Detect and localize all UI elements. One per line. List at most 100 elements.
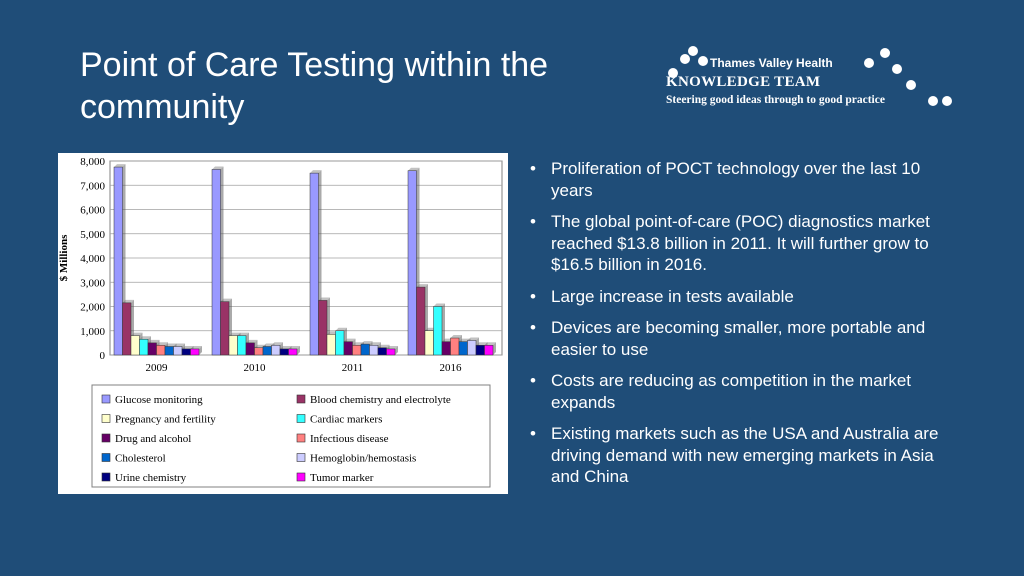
logo-dot-icon <box>668 68 678 78</box>
slide-title: Point of Care Testing within the communi… <box>80 46 549 126</box>
bar-2016-1 <box>416 286 426 356</box>
market-chart: 0 1,000 2,000 3,000 4,000 5,000 6,000 7,000 8,00… <box>58 153 508 494</box>
bar-top <box>271 342 283 346</box>
legend-label: Urine chemistry <box>115 472 187 484</box>
bar-top <box>450 335 462 339</box>
legend-label: Infectious disease <box>310 433 389 445</box>
bar-2011-8 <box>377 347 387 356</box>
bullet-item: Proliferation of POCT technology over th… <box>528 158 948 201</box>
bar-side <box>297 345 300 355</box>
y-tick-label: 1,000 <box>80 326 105 338</box>
logo-tagline: Steering good ideas through to good prac… <box>666 94 885 106</box>
bar-2016-6 <box>458 341 468 356</box>
bar-2016-2 <box>424 330 434 356</box>
bar-2016-0 <box>407 170 417 356</box>
bullet-item: The global point-of-care (POC) diagnosti… <box>528 211 948 276</box>
bar-top <box>114 164 126 168</box>
bar-2011-5 <box>352 345 362 356</box>
bar-2009-7 <box>173 346 183 356</box>
bar-2009-2 <box>130 335 140 356</box>
bar-2011-0 <box>309 172 319 356</box>
y-tick-label: 3,000 <box>80 277 105 289</box>
bar-top <box>361 341 373 345</box>
legend-label: Glucose monitoring <box>115 394 203 406</box>
bar-2010-8 <box>279 348 289 356</box>
bar-top <box>173 343 185 347</box>
legend-label: Cardiac markers <box>310 414 382 426</box>
bar-2011-9 <box>386 348 396 356</box>
bar-top <box>369 342 381 346</box>
y-tick-label: 8,000 <box>80 156 105 168</box>
bullet-item: Existing markets such as the USA and Aus… <box>528 423 948 488</box>
legend-swatch <box>101 394 111 404</box>
y-axis-label: $ Millions <box>58 234 70 281</box>
legend-swatch <box>296 414 306 423</box>
y-tick-label: 7,000 <box>80 180 105 192</box>
bar-top <box>433 303 445 307</box>
bar-top <box>310 170 322 174</box>
bullet-list: Proliferation of POCT technology over th… <box>528 158 948 498</box>
bar-top <box>288 345 300 349</box>
bar-2010-9 <box>288 348 298 356</box>
x-tick-label: 2009 <box>146 362 169 374</box>
legend-label: Pregnancy and fertility <box>115 414 216 426</box>
bar-side <box>395 345 398 355</box>
bar-top <box>220 298 232 302</box>
y-tick-label: 2,000 <box>80 302 105 314</box>
x-tick-label: 2016 <box>440 362 463 374</box>
bar-top <box>416 284 428 288</box>
bar-2009-5 <box>156 345 166 356</box>
logo-dot-icon <box>942 96 952 106</box>
bar-top <box>212 166 224 170</box>
bar-top <box>408 167 420 171</box>
thames-valley-logo: Thames Valley Health KNOWLEDGE TEAM Stee… <box>662 46 962 116</box>
logo-dot-icon <box>698 56 708 66</box>
bar-2010-7 <box>271 345 281 356</box>
bar-2016-7 <box>467 340 477 356</box>
legend-swatch <box>101 472 111 482</box>
bar-2011-7 <box>369 345 379 356</box>
legend-swatch <box>296 433 306 443</box>
x-tick-label: 2011 <box>342 362 364 374</box>
bar-top <box>156 342 168 346</box>
bar-2016-9 <box>484 345 494 356</box>
bar-2010-2 <box>228 335 238 356</box>
bar-top <box>467 337 479 341</box>
y-tick-label: 5,000 <box>80 229 105 241</box>
bar-side <box>199 345 202 355</box>
bar-2010-5 <box>254 347 264 356</box>
logo-team-name: KNOWLEDGE TEAM <box>666 74 821 90</box>
bar-top <box>122 299 134 303</box>
bar-top <box>246 339 258 343</box>
bullet-item: Large increase in tests available <box>528 286 948 308</box>
legend-swatch <box>101 414 111 423</box>
bar-top <box>280 345 292 349</box>
bar-top <box>484 342 496 346</box>
logo-org-name: Thames Valley Health <box>710 56 833 70</box>
bar-2010-0 <box>211 169 221 356</box>
bar-2009-9 <box>190 348 200 356</box>
bullet-item: Costs are reducing as competition in the… <box>528 370 948 413</box>
logo-dot-icon <box>680 54 690 64</box>
bar-top <box>165 343 177 347</box>
y-tick-label: 6,000 <box>80 205 105 217</box>
bar-top <box>386 345 398 349</box>
bar-top <box>148 339 160 343</box>
bar-top <box>182 345 194 349</box>
bar-top <box>344 338 356 342</box>
legend-label: Tumor marker <box>310 472 374 484</box>
bar-2011-3 <box>335 330 345 356</box>
legend-label: Blood chemistry and electrolyte <box>310 394 451 406</box>
logo-dot-icon <box>906 80 916 90</box>
bar-2009-3 <box>139 338 149 356</box>
logo-dot-icon <box>864 58 874 68</box>
legend-swatch <box>296 472 306 482</box>
bar-top <box>131 332 143 336</box>
y-tick-label: 0 <box>100 350 106 362</box>
bar-2009-1 <box>122 302 132 356</box>
bar-top <box>139 336 151 340</box>
bar-chart-svg: 0 1,000 2,000 3,000 4,000 5,000 6,000 7,000 8,00… <box>58 156 503 488</box>
bar-2009-4 <box>147 342 157 356</box>
bar-side <box>493 342 496 355</box>
legend-label: Hemoglobin/hemostasis <box>310 453 416 465</box>
